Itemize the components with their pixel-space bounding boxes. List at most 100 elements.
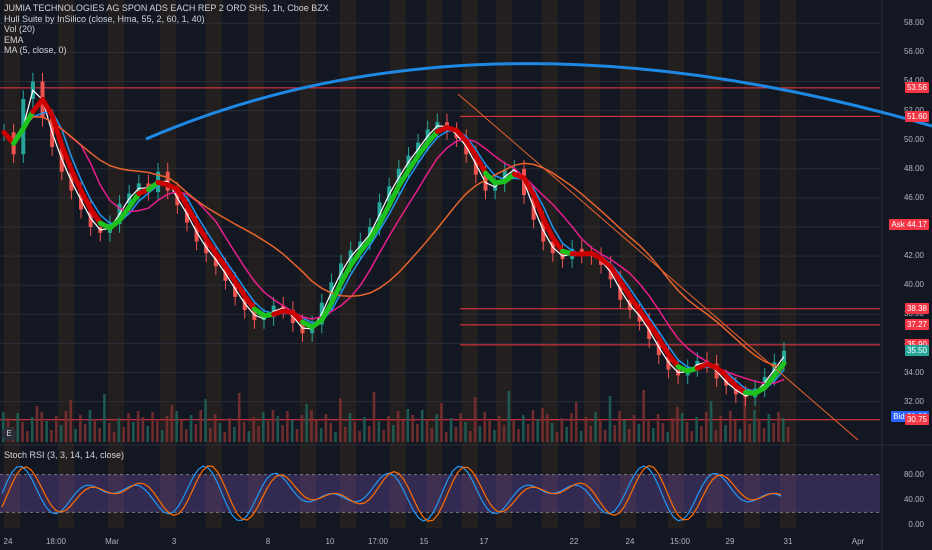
volume-bar	[478, 426, 482, 442]
volume-bar	[464, 422, 467, 442]
time-axis-tick: 18:00	[45, 537, 67, 546]
hull-band	[68, 167, 84, 194]
hull-band	[232, 278, 248, 299]
volume-bar	[151, 412, 154, 442]
volume-bar	[387, 416, 390, 442]
volume-bar	[483, 412, 487, 442]
volume-bar	[127, 413, 130, 442]
volume-bar	[704, 412, 708, 442]
volume-bar	[247, 431, 251, 442]
hull-band	[174, 186, 190, 209]
hull-band	[203, 236, 219, 257]
volume-bar	[782, 418, 785, 442]
hull-band	[49, 112, 65, 149]
volume-bar	[382, 430, 385, 442]
volume-bar	[579, 431, 583, 442]
hull-band	[521, 175, 537, 198]
session-stripe	[108, 0, 124, 528]
volume-bar	[339, 398, 342, 442]
time-axis-tick: 17	[479, 537, 489, 546]
volume-bar	[136, 411, 140, 442]
session-stripe	[744, 0, 760, 528]
volume-bar	[589, 426, 593, 442]
hull-band	[762, 373, 777, 391]
time-axis-tick: 15	[419, 537, 429, 546]
hull-band	[117, 204, 132, 223]
volume-bar	[348, 413, 352, 442]
volume-bar	[676, 407, 679, 442]
session-stripe	[780, 0, 796, 528]
volume-bar	[334, 432, 337, 442]
hull-band	[40, 96, 55, 118]
session-stripe	[160, 0, 176, 528]
volume-bar	[555, 432, 559, 442]
hull-band	[396, 167, 411, 189]
session-stripe	[58, 0, 74, 528]
hull-band	[617, 278, 633, 299]
ma-indicator: MA (5, close, 0)	[4, 45, 67, 56]
volume-bar	[353, 422, 357, 442]
price-axis-tick: 54.00	[903, 76, 924, 86]
volume-bar	[574, 402, 578, 442]
hull-band	[637, 307, 652, 327]
time-axis-tick: 22	[569, 537, 579, 546]
ema-fast-line	[3, 110, 785, 393]
volume-bar	[618, 411, 621, 442]
price-axis-tick: 48.00	[903, 163, 924, 173]
hull-band	[20, 109, 36, 132]
volume-bar	[714, 430, 718, 442]
price-axis-tick: 58.00	[903, 18, 924, 28]
hull-band	[328, 280, 344, 306]
volume-bar	[290, 420, 294, 442]
price-axis-tick: 42.00	[903, 251, 924, 261]
volume-bar	[733, 420, 737, 442]
volume-bar	[493, 430, 496, 442]
hull-band	[213, 251, 228, 270]
hull-band	[386, 183, 402, 208]
volume-bar	[295, 429, 299, 442]
volume-bar	[132, 422, 135, 442]
volume-bar	[469, 431, 472, 442]
volume-bar	[700, 426, 703, 442]
hull-band	[338, 262, 354, 286]
volume-bar	[93, 419, 97, 442]
hull-band	[377, 202, 392, 227]
volume-bar	[30, 417, 34, 442]
ma-line	[3, 89, 785, 397]
volume-bar	[107, 423, 111, 442]
volume-indicator: Vol (20)	[4, 24, 36, 35]
hull-band	[78, 188, 94, 212]
volume-bar	[512, 420, 515, 442]
volume-bar	[473, 397, 477, 442]
volume-bar	[117, 418, 121, 442]
volume-bar	[271, 410, 275, 442]
events-button[interactable]: E	[2, 427, 16, 441]
stoch-d-line	[1, 465, 782, 522]
price-axis-tick: 50.00	[903, 134, 924, 144]
volume-bar	[300, 415, 304, 442]
volume-bar	[233, 427, 236, 442]
volume-bar	[305, 404, 308, 442]
time-axis-tick: 29	[725, 537, 735, 546]
hull-band	[88, 206, 103, 226]
session-stripe	[462, 0, 478, 528]
time-axis-tick: 24	[3, 537, 13, 546]
rsi-axis-tick: 80.00	[903, 469, 924, 479]
volume-bar	[546, 414, 549, 442]
hull-band	[771, 360, 787, 379]
session-stripe	[300, 0, 316, 528]
rsi-axis-tick: 40.00	[903, 494, 924, 504]
volume-bar	[420, 410, 424, 442]
volume-bar	[647, 419, 650, 442]
volume-bar	[695, 417, 698, 442]
price-label: 30.75	[904, 414, 929, 426]
long-ema-curve	[145, 62, 932, 141]
volume-bar	[160, 430, 164, 442]
volume-bar	[632, 415, 636, 442]
volume-bar	[21, 422, 24, 442]
session-stripe	[4, 0, 20, 528]
volume-bar	[440, 403, 443, 442]
time-axis-tick: 3	[171, 537, 177, 546]
time-axis-tick: 24	[625, 537, 635, 546]
